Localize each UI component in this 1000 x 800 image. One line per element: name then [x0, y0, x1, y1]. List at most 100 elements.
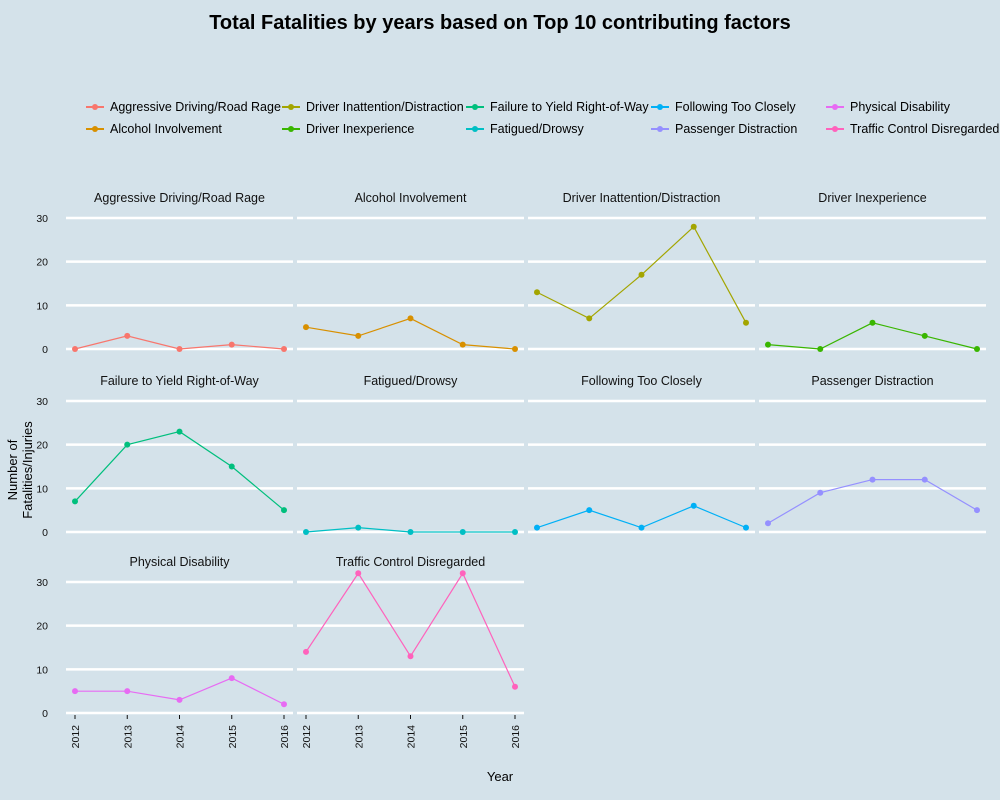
data-point — [176, 428, 183, 435]
legend-key-icon — [651, 104, 669, 110]
data-point — [690, 502, 697, 509]
y-tick-label: 30 — [36, 577, 48, 589]
data-point — [281, 701, 287, 708]
data-point — [124, 688, 131, 695]
data-point — [512, 529, 518, 535]
data-point — [817, 489, 824, 496]
data-point — [303, 529, 309, 535]
legend-item: Traffic Control Disregarded — [826, 122, 999, 136]
data-point — [459, 570, 466, 577]
data-point — [638, 524, 645, 531]
data-point — [765, 341, 771, 348]
legend-label: Driver Inexperience — [306, 122, 415, 136]
data-point — [817, 346, 824, 352]
panel-title: Passenger Distraction — [811, 374, 933, 388]
data-point — [869, 476, 876, 483]
panel-title: Aggressive Driving/Road Rage — [94, 191, 265, 205]
x-tick-label: 2012 — [70, 725, 82, 749]
facet-panel: Traffic Control Disregarded 2012 2013 2014 2… — [297, 555, 524, 748]
data-point — [459, 529, 466, 535]
legend-key-icon — [86, 104, 104, 110]
y-tick-label: 20 — [36, 257, 48, 269]
y-tick-label: 0 — [42, 708, 48, 720]
x-tick-label: 2015 — [227, 725, 239, 749]
data-point — [638, 271, 645, 278]
data-point — [765, 520, 771, 527]
data-point — [124, 332, 131, 339]
data-point — [743, 319, 749, 326]
data-point — [534, 289, 540, 296]
legend-item: Alcohol Involvement — [86, 122, 222, 136]
legend-label: Following Too Closely — [675, 100, 796, 114]
facet-panel: Alcohol Involvement — [297, 191, 524, 352]
legend-label: Traffic Control Disregarded — [850, 122, 1000, 136]
y-tick-label: 0 — [42, 527, 48, 539]
legend-key-icon — [651, 126, 669, 132]
legend-key-icon — [282, 104, 300, 110]
series-line — [767, 322, 978, 350]
data-point — [869, 319, 876, 326]
series-line — [767, 479, 978, 524]
series-line — [74, 430, 285, 511]
data-point — [586, 507, 593, 514]
data-point — [586, 315, 593, 322]
panel-title: Failure to Yield Right-of-Way — [100, 374, 259, 388]
y-axis-label: Number of Fatalities/Injuries — [5, 421, 35, 519]
data-point — [974, 507, 980, 514]
x-tick-label: 2014 — [175, 725, 187, 749]
legend-label: Alcohol Involvement — [110, 122, 222, 136]
panel-title: Fatigued/Drowsy — [364, 374, 459, 388]
legend-item: Aggressive Driving/Road Rage — [86, 100, 281, 114]
x-tick-label: 2013 — [353, 725, 365, 749]
facet-panel: Aggressive Driving/Road Rage 0 10 20 30 — [36, 191, 293, 356]
legend-key-icon — [466, 126, 484, 132]
legend-item: Physical Disability — [826, 100, 950, 114]
x-tick-label: 2012 — [301, 725, 313, 749]
x-tick-label: 2014 — [406, 725, 418, 749]
legend-label: Physical Disability — [850, 100, 951, 114]
data-point — [407, 529, 414, 535]
data-point — [176, 696, 183, 703]
panel-title: Driver Inattention/Distraction — [563, 191, 721, 205]
y-tick-label: 20 — [36, 621, 48, 633]
y-tick-label: 30 — [36, 396, 48, 408]
data-point — [743, 524, 749, 531]
data-point — [974, 346, 980, 352]
data-point — [921, 332, 928, 339]
facet-panel: Driver Inexperience — [759, 191, 986, 352]
data-point — [690, 223, 697, 230]
data-point — [72, 346, 78, 352]
x-tick-label: 2015 — [458, 725, 470, 749]
y-tick-label: 10 — [36, 483, 48, 495]
data-point — [303, 648, 309, 655]
facet-panel: Physical Disability 0 10 20 30 2012 2013 2014 20… — [36, 555, 293, 748]
facet-panel: Passenger Distraction — [759, 374, 986, 534]
data-point — [303, 324, 309, 331]
data-point — [355, 570, 362, 577]
data-point — [407, 653, 414, 660]
data-point — [407, 315, 414, 322]
legend-label: Passenger Distraction — [675, 122, 798, 136]
panel-title: Physical Disability — [129, 555, 230, 569]
legend-item: Driver Inexperience — [282, 122, 414, 136]
data-point — [512, 346, 518, 352]
x-tick-label: 2016 — [510, 725, 522, 749]
panel-title: Driver Inexperience — [818, 191, 926, 205]
data-point — [281, 346, 287, 352]
legend-label: Driver Inattention/Distraction — [306, 100, 464, 114]
legend-key-icon — [282, 126, 300, 132]
legend-key-icon — [826, 126, 844, 132]
panel-title: Traffic Control Disregarded — [336, 555, 485, 569]
y-tick-label: 30 — [36, 213, 48, 225]
data-point — [921, 476, 928, 483]
legend-item: Driver Inattention/Distraction — [282, 100, 464, 114]
data-point — [512, 683, 518, 690]
y-tick-label: 10 — [36, 664, 48, 676]
legend-item: Failure to Yield Right-of-Way — [466, 100, 649, 114]
legend-label: Fatigued/Drowsy — [490, 122, 584, 136]
series-line — [536, 505, 747, 529]
data-point — [228, 675, 235, 682]
data-point — [534, 524, 540, 531]
legend-item: Fatigued/Drowsy — [466, 122, 584, 136]
